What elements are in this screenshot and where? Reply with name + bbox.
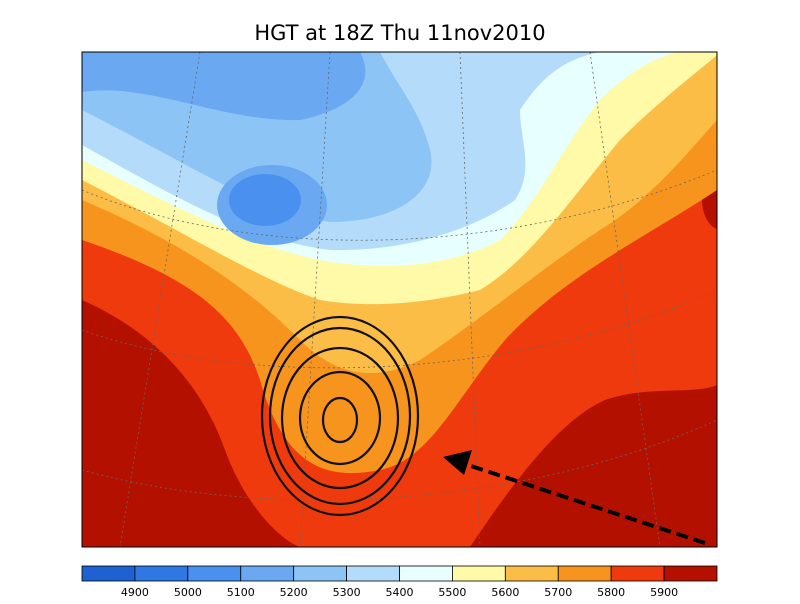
colorbar-box [452, 565, 506, 582]
colorbar-label: 5300 [333, 586, 361, 599]
colorbar-label: 5500 [438, 586, 466, 599]
colorbar-label: 4900 [121, 586, 149, 599]
colorbar-box [81, 565, 136, 582]
colorbar-label: 5200 [280, 586, 308, 599]
colorbar-label: 5000 [174, 586, 202, 599]
colorbar-box [663, 565, 718, 582]
colorbar-label: 5600 [491, 586, 519, 599]
colorbar-box [504, 565, 559, 582]
colorbar-box [134, 565, 189, 582]
colorbar-label: 5700 [544, 586, 572, 599]
field-5100 [82, 52, 366, 121]
colorbar-box [399, 565, 453, 582]
colorbar-box [557, 565, 612, 582]
colorbar-label: 5800 [597, 586, 625, 599]
graticule [82, 52, 717, 547]
colorbar-box [293, 565, 347, 582]
trajectory-arrowhead [443, 450, 472, 475]
field-5900 [470, 385, 717, 547]
map-title: HGT at 18Z Thu 11nov2010 [254, 21, 545, 45]
field-5900 [82, 300, 300, 547]
map-frame [81, 51, 718, 548]
colorbar-box [187, 565, 242, 582]
colorbar-box [610, 565, 665, 582]
low-contours [260, 315, 420, 517]
map [82, 52, 717, 547]
colorbar: 4900 5000 5100 5200 5300 5400 5500 5600 5700 5800… [81, 565, 718, 599]
colorbar-box [346, 565, 400, 582]
colorbar-label: 5100 [227, 586, 255, 599]
colorbar-label: 5900 [650, 586, 678, 599]
field-5000 [229, 174, 301, 226]
trajectory-line [467, 463, 706, 545]
colorbar-box [240, 565, 295, 582]
colorbar-label: 5400 [386, 586, 414, 599]
